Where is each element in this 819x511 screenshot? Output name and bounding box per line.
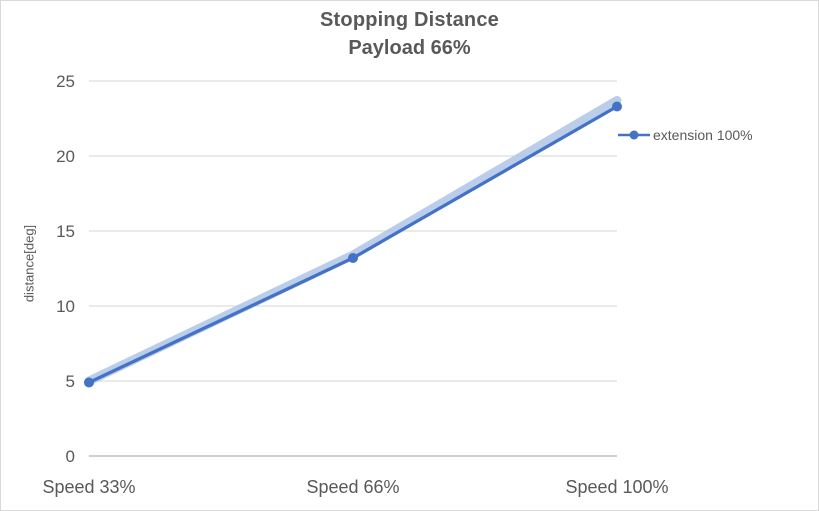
chart-subtitle: Payload 66% (348, 37, 471, 59)
legend: extension 100% (617, 127, 753, 143)
y-tick-label: 15 (56, 222, 75, 241)
data-point-marker (348, 253, 358, 263)
x-tick-label: Speed 66% (306, 477, 399, 497)
y-tick-label: 10 (56, 297, 75, 316)
y-tick-label: 25 (56, 72, 75, 91)
y-tick-label: 20 (56, 147, 75, 166)
y-tick-label: 0 (66, 447, 75, 466)
y-tick-label: 5 (66, 372, 75, 391)
data-point-marker (84, 377, 94, 388)
data-point-marker (612, 101, 622, 112)
series-band-line (84, 96, 622, 386)
x-tick-label: Speed 33% (42, 477, 135, 497)
legend-label: extension 100% (653, 127, 753, 143)
legend-line-marker-icon (618, 130, 650, 140)
chart-title: Stopping Distance (320, 9, 499, 31)
x-tick-label: Speed 100% (565, 477, 668, 497)
